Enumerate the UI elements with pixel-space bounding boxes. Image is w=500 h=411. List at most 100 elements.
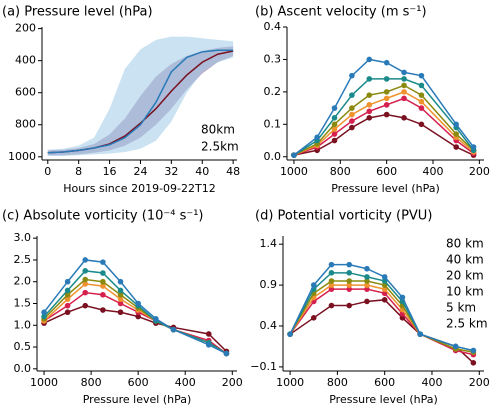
series-line (293, 91, 475, 156)
point (470, 347, 477, 354)
series-line (47, 49, 234, 154)
x-tick-label: 200 (222, 376, 243, 389)
y-tick-label: 600 (15, 86, 36, 99)
x-tick-label: 1000 (280, 165, 308, 178)
point (64, 278, 71, 285)
legend-entry: 80 km (446, 237, 484, 251)
y-tick-label: 0.9 (260, 278, 278, 291)
point (331, 115, 338, 121)
series-line (293, 84, 475, 156)
x-tick-label: 40 (195, 165, 209, 178)
x-tick-label: 400 (421, 376, 442, 389)
point (366, 108, 373, 115)
series-line (43, 304, 227, 352)
point (135, 313, 141, 320)
point (383, 76, 390, 82)
point (310, 315, 317, 321)
x-tick-label: 200 (469, 376, 490, 389)
x-tick-label: 48 (226, 165, 240, 178)
point (117, 278, 124, 285)
y-tick-label: 0.2 (264, 85, 282, 98)
y-tick-label: 800 (15, 118, 36, 131)
y-tick-label: 400 (15, 54, 36, 67)
point (331, 131, 338, 137)
series-line (293, 113, 474, 156)
point (401, 69, 407, 76)
x-axis-label: Pressure level (hPa) (329, 393, 438, 406)
x-axis-label: Pressure level (hPa) (331, 182, 440, 195)
x-tick-label: 400 (423, 165, 444, 178)
point (366, 76, 373, 82)
point (401, 95, 407, 102)
point (453, 144, 459, 150)
point (82, 268, 89, 274)
series-line (293, 97, 475, 156)
x-tick-label: 0 (44, 165, 51, 178)
legend-entry: 2.5km (201, 140, 239, 154)
x-tick-label: 8 (75, 165, 82, 178)
series-line (289, 263, 474, 352)
point (328, 278, 335, 284)
point (117, 296, 124, 302)
point (170, 326, 177, 333)
point (331, 105, 338, 111)
point (349, 124, 355, 131)
point (364, 265, 370, 272)
series-line (293, 78, 475, 156)
y-tick-label: 3.0 (14, 231, 32, 244)
y-tick-label: 0.3 (264, 52, 282, 65)
x-tick-label: 800 (327, 376, 348, 389)
point (381, 297, 388, 303)
point (64, 287, 71, 294)
point (381, 274, 388, 280)
point (82, 276, 89, 283)
point (205, 331, 212, 337)
x-tick-label: 24 (133, 165, 147, 178)
point (401, 82, 407, 89)
point (314, 134, 320, 141)
x-tick-label: 400 (175, 376, 196, 389)
point (401, 76, 407, 82)
point (366, 115, 373, 121)
x-tick-label: 1000 (276, 376, 304, 389)
point (401, 115, 407, 121)
legend-entry: 5 km (446, 301, 476, 315)
point (349, 105, 355, 111)
y-tick-label: 0.0 (14, 362, 32, 375)
point (64, 296, 71, 302)
point (346, 261, 353, 268)
x-tick-label: 600 (128, 376, 149, 389)
point (328, 302, 335, 309)
legend-entry: 10 km (446, 285, 484, 299)
panel-title: (d) Potential vorticity (PVU) (255, 209, 432, 224)
point (349, 72, 355, 79)
point (331, 137, 338, 144)
series-line (43, 270, 227, 355)
x-tick-label: 200 (469, 165, 490, 178)
x-tick-label: 800 (81, 376, 102, 389)
point (349, 111, 355, 118)
point (346, 286, 353, 292)
point (452, 343, 459, 350)
point (310, 282, 317, 288)
point (82, 302, 89, 309)
series-line (289, 280, 474, 353)
point (346, 278, 353, 284)
point (287, 331, 293, 337)
point (401, 89, 407, 95)
point (64, 309, 71, 316)
point (117, 300, 124, 307)
x-tick-label: 600 (374, 376, 395, 389)
point (418, 121, 425, 128)
point (366, 102, 373, 108)
y-tick-label: 1.5 (14, 297, 32, 310)
x-tick-label: 600 (376, 165, 397, 178)
point (364, 278, 370, 284)
point (349, 118, 355, 124)
point (418, 105, 425, 111)
point (205, 342, 212, 348)
point (328, 282, 335, 288)
point (100, 291, 106, 298)
panel-title: (c) Absolute vorticity (10⁻⁴ s⁻¹) (2, 209, 204, 224)
